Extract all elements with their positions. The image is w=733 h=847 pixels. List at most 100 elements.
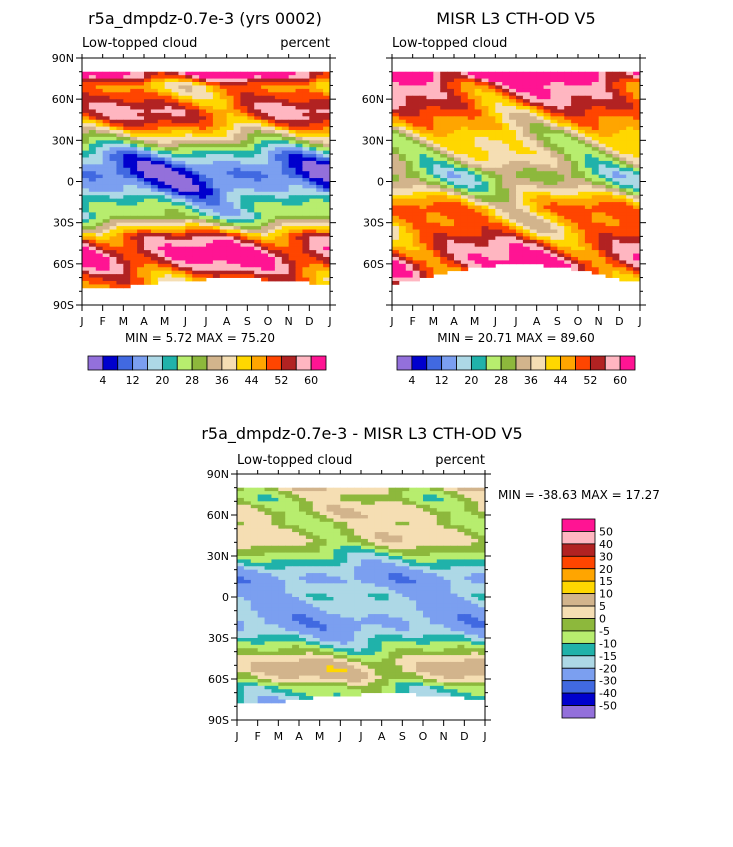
heatmap-cell [399,82,406,86]
heatmap-cell [592,151,599,155]
heatmap-cell [323,247,330,251]
heatmap-cell [426,99,433,103]
heatmap-cell [488,254,495,258]
heatmap-cell [151,99,158,103]
heatmap-cell [550,137,557,141]
heatmap-cell [430,498,437,502]
heatmap-cell [409,488,416,492]
heatmap-cell [544,79,551,83]
heatmap-cell [509,154,516,158]
heatmap-cell [234,130,241,134]
heatmap-cell [254,72,261,76]
heatmap-cell [502,92,509,96]
heatmap-cell [130,116,137,120]
heatmap-cell [282,192,289,196]
heatmap-cell [571,206,578,210]
heatmap-cell [619,168,626,172]
heatmap-cell [544,247,551,251]
heatmap-cell [302,175,309,179]
heatmap-cell [220,96,227,100]
heatmap-cell [606,85,613,89]
heatmap-cell [82,219,89,223]
heatmap-cell [550,109,557,113]
heatmap-cell [275,89,282,93]
heatmap-cell [227,233,234,237]
heatmap-cell [172,175,179,179]
heatmap-cell [82,133,89,137]
heatmap-cell [309,260,316,264]
heatmap-cell [302,130,309,134]
heatmap-cell [234,175,241,179]
heatmap-cell [585,106,592,110]
heatmap-cell [261,113,268,117]
heatmap-cell [103,178,110,182]
heatmap-cell [82,271,89,275]
heatmap-cell [213,274,220,278]
heatmap-cell [172,109,179,113]
heatmap-cell [461,264,468,268]
heatmap-cell [585,127,592,131]
heatmap-cell [578,223,585,227]
heatmap-cell [619,96,626,100]
heatmap-cell [426,199,433,203]
heatmap-cell [247,130,254,134]
heatmap-cell [247,164,254,168]
heatmap-cell [323,223,330,227]
heatmap-cell [482,92,489,96]
heatmap-cell [375,525,382,529]
heatmap-cell [585,257,592,261]
heatmap-cell [178,257,185,261]
heatmap-cell [130,144,137,148]
heatmap-cell [468,178,475,182]
heatmap-cell [282,199,289,203]
x-tick-label: S [244,315,251,328]
heatmap-cell [158,144,165,148]
heatmap-cell [185,116,192,120]
heatmap-cell [323,267,330,271]
heatmap-cell [426,223,433,227]
heatmap-cell [137,99,144,103]
heatmap-cell [240,182,247,186]
heatmap-cell [282,79,289,83]
heatmap-cell [289,233,296,237]
heatmap-cell [354,501,361,505]
heatmap-cell [292,522,299,526]
heatmap-cell [151,185,158,189]
heatmap-cell [468,106,475,110]
heatmap-cell [320,488,327,492]
heatmap-cell [516,247,523,251]
colorbar-label: 52 [583,374,597,387]
heatmap-cell [413,106,420,110]
heatmap-cell [275,147,282,151]
heatmap-cell [399,157,406,161]
heatmap-cell [571,226,578,230]
heatmap-cell [468,209,475,213]
heatmap-cell [550,233,557,237]
heatmap-cell [633,192,640,196]
heatmap-cell [178,264,185,268]
heatmap-cell [192,151,199,155]
heatmap-cell [423,515,430,519]
heatmap-cell [468,247,475,251]
heatmap-cell [227,164,234,168]
heatmap-cell [151,175,158,179]
heatmap-cell [413,264,420,268]
heatmap-cell [158,182,165,186]
heatmap-cell [96,171,103,175]
heatmap-cell [192,157,199,161]
heatmap-cell [564,206,571,210]
heatmap-cell [240,133,247,137]
heatmap-cell [488,247,495,251]
heatmap-cell [234,99,241,103]
heatmap-cell [261,185,268,189]
heatmap-cell [82,284,89,288]
heatmap-cell [137,243,144,247]
heatmap-cell [406,219,413,223]
heatmap-cell [478,505,485,509]
heatmap-cell [123,106,130,110]
heatmap-cell [544,209,551,213]
heatmap-cell [316,103,323,107]
heatmap-cell [571,188,578,192]
heatmap-cell [251,488,258,492]
heatmap-cell [289,79,296,83]
